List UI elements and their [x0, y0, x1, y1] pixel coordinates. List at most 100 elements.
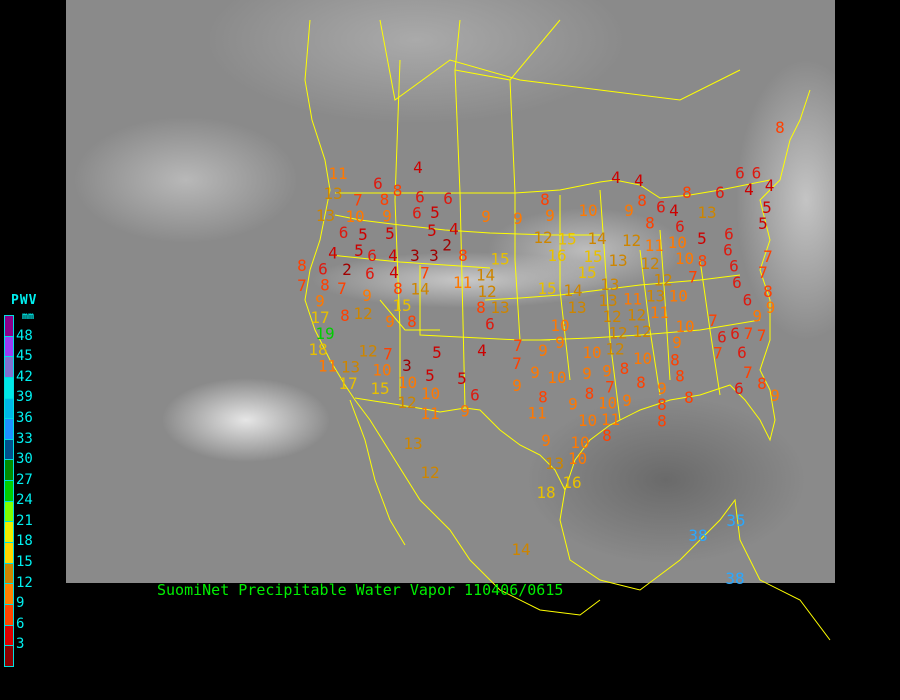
station-pwv-value: 6 — [318, 259, 328, 278]
station-pwv-value: 9 — [315, 292, 325, 311]
station-pwv-value: 12 — [653, 271, 672, 290]
station-pwv-value: 13 — [403, 434, 422, 453]
station-pwv-value: 8 — [393, 279, 403, 298]
station-pwv-value: 10 — [550, 316, 569, 335]
station-pwv-value: 4 — [634, 171, 644, 190]
station-pwv-value: 3 — [402, 356, 412, 375]
station-pwv-value: 9 — [657, 379, 667, 398]
state-line — [699, 259, 721, 396]
state-line — [599, 189, 621, 421]
legend-label: 24 — [16, 492, 33, 509]
station-pwv-value: 7 — [605, 377, 615, 396]
station-pwv-value: 6 — [715, 183, 725, 202]
station-pwv-value: 5 — [354, 241, 364, 260]
canada-province-line — [379, 19, 741, 101]
gulf-coastline — [564, 89, 811, 491]
station-pwv-value: 12 — [627, 306, 646, 325]
station-pwv-value: 11 — [623, 289, 642, 308]
legend-swatch — [5, 336, 13, 358]
station-pwv-value: 10 — [668, 233, 687, 252]
station-pwv-value: 12 — [608, 324, 627, 343]
station-pwv-value: 8 — [540, 190, 550, 209]
station-pwv-value: 5 — [430, 203, 440, 222]
station-pwv-value: 3 — [410, 246, 420, 265]
station-pwv-value: 9 — [538, 341, 548, 360]
station-pwv-value: 4 — [328, 243, 338, 262]
legend-label: 30 — [16, 451, 33, 468]
us-mexico-border — [354, 397, 566, 491]
station-pwv-value: 6 — [367, 246, 377, 265]
station-pwv-value: 8 — [476, 298, 486, 317]
station-pwv-value: 7 — [744, 324, 754, 343]
station-pwv-value: 10 — [633, 349, 652, 368]
legend-color-bar — [4, 315, 14, 667]
station-pwv-value: 13 — [545, 454, 564, 473]
station-pwv-value: 6 — [730, 324, 740, 343]
station-pwv-value: 6 — [485, 314, 495, 333]
station-pwv-value: 8 — [458, 246, 468, 265]
station-pwv-value: 11 — [453, 273, 472, 292]
legend-label: 3 — [16, 636, 25, 653]
station-pwv-value: 8 — [675, 367, 685, 386]
station-pwv-value: 13 — [608, 251, 627, 270]
station-pwv-value: 8 — [636, 373, 646, 392]
station-pwv-value: 7 — [708, 311, 718, 330]
station-pwv-value: 6 — [415, 187, 425, 206]
station-pwv-value: 6 — [412, 204, 422, 223]
state-line — [419, 265, 550, 341]
station-pwv-value: 5 — [425, 366, 435, 385]
station-pwv-value: 6 — [737, 343, 747, 362]
station-pwv-value: 9 — [766, 298, 776, 317]
station-pwv-value: 12 — [602, 307, 621, 326]
mexico-coastline — [559, 489, 831, 641]
station-pwv-value: 9 — [382, 206, 392, 225]
station-pwv-value: 6 — [743, 290, 753, 309]
station-pwv-value: 8 — [670, 350, 680, 369]
legend-swatch — [5, 501, 13, 523]
station-pwv-value: 8 — [657, 395, 667, 414]
legend-swatch — [5, 419, 13, 440]
legend-label: 48 — [16, 327, 33, 344]
station-pwv-value: 14 — [476, 266, 495, 285]
station-pwv-value: 8 — [637, 191, 647, 210]
state-line — [659, 229, 671, 381]
legend-swatch — [5, 439, 13, 461]
station-pwv-value: 14 — [587, 229, 606, 248]
west-coastline — [304, 19, 601, 616]
baja-coastline — [349, 399, 406, 546]
state-line — [484, 274, 741, 301]
station-pwv-value: 4 — [449, 219, 459, 238]
station-pwv-value: 16 — [547, 246, 566, 265]
state-line — [509, 79, 521, 341]
station-pwv-value: 10 — [547, 368, 566, 387]
legend-swatch — [5, 398, 13, 420]
station-pwv-value: 2 — [442, 236, 452, 255]
station-pwv-value: 5 — [432, 343, 442, 362]
legend-label: 39 — [16, 389, 33, 406]
station-pwv-value: 10 — [570, 433, 589, 452]
legend-label: 12 — [16, 574, 33, 591]
station-pwv-value: 13 — [567, 298, 586, 317]
legend-label: 18 — [16, 533, 33, 550]
station-pwv-value: 38 — [688, 526, 707, 545]
legend-swatch — [5, 460, 13, 482]
station-pwv-value: 6 — [339, 223, 349, 242]
station-pwv-value: 12 — [358, 341, 377, 360]
station-pwv-value: 7 — [713, 344, 723, 363]
state-line — [394, 59, 401, 400]
station-pwv-value: 15 — [490, 250, 509, 269]
legend-label: 45 — [16, 348, 33, 365]
station-pwv-value: 9 — [362, 286, 372, 305]
station-pwv-value: 17 — [310, 308, 329, 327]
station-pwv-value: 5 — [427, 221, 437, 240]
station-pwv-value: 13 — [490, 298, 509, 317]
legend-swatch — [5, 357, 13, 378]
station-pwv-value: 11 — [328, 164, 347, 183]
station-pwv-value: 8 — [620, 359, 630, 378]
station-pwv-value: 8 — [645, 214, 655, 233]
legend-swatch — [5, 377, 13, 399]
station-pwv-value: 9 — [541, 431, 551, 450]
station-pwv-value: 8 — [538, 387, 548, 406]
station-pwv-value: 4 — [413, 158, 423, 177]
